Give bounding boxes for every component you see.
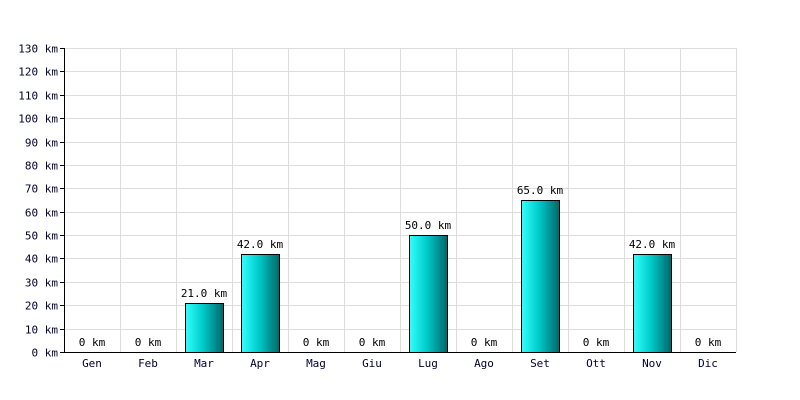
y-tick-labels: 0 km 10 km 20 km 30 km 40 km 50 km 60 km 70 km 8… bbox=[18, 43, 58, 360]
x-tick-label: Ago bbox=[474, 357, 494, 370]
y-tick-label: 0 km bbox=[32, 347, 59, 360]
x-tick-label: Mar bbox=[194, 357, 214, 370]
y-tick-label: 130 km bbox=[18, 43, 58, 56]
bar bbox=[185, 303, 224, 353]
y-tick-label: 120 km bbox=[18, 66, 58, 79]
y-tick-label: 20 km bbox=[25, 300, 58, 313]
data-label: 0 km bbox=[79, 336, 106, 349]
x-tick-labels: Gen Feb Mar Apr Mag Giu Lug Ago Set Ott Nov Dic bbox=[82, 357, 718, 370]
x-tick-label: Gen bbox=[82, 357, 102, 370]
x-tick-label: Feb bbox=[138, 357, 158, 370]
y-tick-label: 50 km bbox=[25, 230, 58, 243]
data-label: 0 km bbox=[359, 336, 386, 349]
bar bbox=[633, 254, 672, 353]
data-label: 0 km bbox=[303, 336, 330, 349]
y-tick-label: 70 km bbox=[25, 183, 58, 196]
x-tick-label: Ott bbox=[586, 357, 606, 370]
data-label: 42.0 km bbox=[629, 238, 676, 251]
bar bbox=[409, 235, 448, 353]
y-tick-label: 40 km bbox=[25, 253, 58, 266]
data-label: 0 km bbox=[471, 336, 498, 349]
y-tick-label: 90 km bbox=[25, 137, 58, 150]
data-label: 0 km bbox=[583, 336, 610, 349]
x-tick-label: Apr bbox=[250, 357, 270, 370]
data-label: 0 km bbox=[695, 336, 722, 349]
bar bbox=[241, 254, 280, 353]
y-tick-label: 10 km bbox=[25, 324, 58, 337]
data-label: 50.0 km bbox=[405, 219, 452, 232]
axes bbox=[60, 48, 736, 353]
x-tick-label: Lug bbox=[418, 357, 438, 370]
y-tick-label: 80 km bbox=[25, 160, 58, 173]
x-tick-label: Giu bbox=[362, 357, 382, 370]
data-label: 65.0 km bbox=[517, 184, 564, 197]
data-label: 0 km bbox=[135, 336, 162, 349]
x-tick-label: Set bbox=[530, 357, 550, 370]
data-labels: 0 km 0 km 21.0 km 42.0 km 0 km 0 km 50.0 km 0 k… bbox=[79, 184, 722, 349]
data-label: 42.0 km bbox=[237, 238, 284, 251]
x-tick-label: Nov bbox=[642, 357, 662, 370]
data-label: 21.0 km bbox=[181, 287, 228, 300]
y-tick-label: 60 km bbox=[25, 207, 58, 220]
y-tick-label: 100 km bbox=[18, 113, 58, 126]
bar bbox=[521, 200, 560, 353]
x-tick-label: Mag bbox=[306, 357, 326, 370]
x-tick-label: Dic bbox=[698, 357, 718, 370]
y-tick-label: 30 km bbox=[25, 277, 58, 290]
y-tick-label: 110 km bbox=[18, 90, 58, 103]
